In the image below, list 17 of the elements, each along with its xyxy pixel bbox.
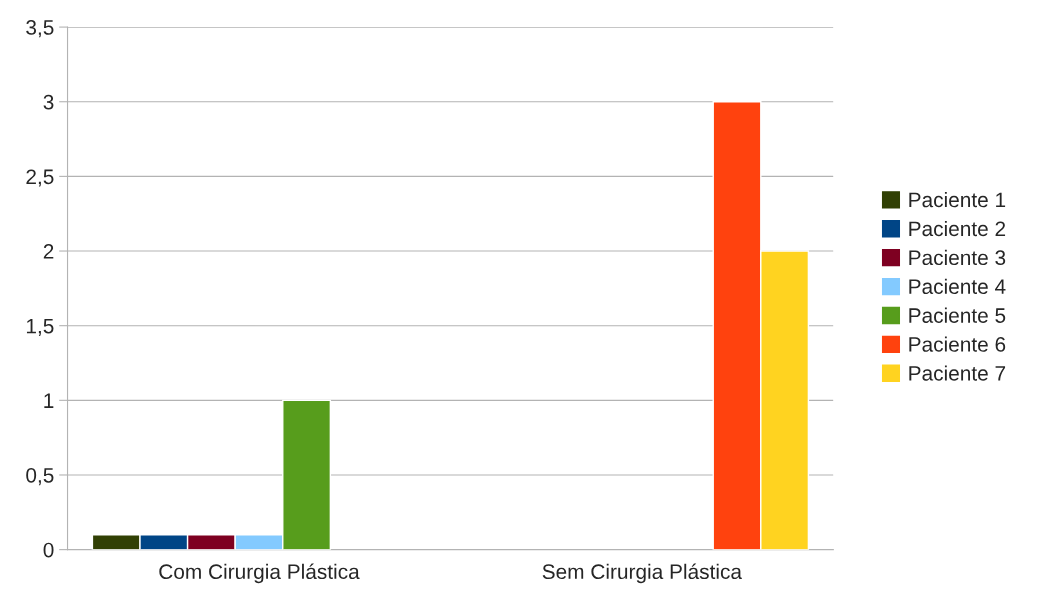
y-tick-label: 3,5 bbox=[26, 20, 54, 38]
legend-label: Paciente 2 bbox=[909, 220, 1006, 237]
y-tick-label: 0,5 bbox=[26, 467, 54, 486]
legend-label: Paciente 3 bbox=[909, 249, 1006, 266]
legend-label: Paciente 1 bbox=[909, 191, 1006, 208]
y-tick-label: 3 bbox=[43, 94, 54, 110]
legend-label: Paciente 7 bbox=[909, 365, 1006, 381]
y-tick-label: 1,5 bbox=[26, 318, 54, 336]
y-tick-label: 1 bbox=[44, 393, 54, 408]
legend-label: Paciente 4 bbox=[909, 278, 1006, 295]
y-tick-label: 2,5 bbox=[26, 169, 54, 187]
x-tick-label: Sem Cirurgia Plástica bbox=[542, 563, 742, 584]
legend-label: Paciente 5 bbox=[909, 307, 1006, 323]
y-tick-label: 2 bbox=[43, 244, 54, 259]
legend-label: Paciente 6 bbox=[909, 336, 1006, 352]
x-tick-label: Com Cirurgia Plástica bbox=[159, 563, 360, 584]
y-tick-label: 0 bbox=[43, 542, 54, 558]
